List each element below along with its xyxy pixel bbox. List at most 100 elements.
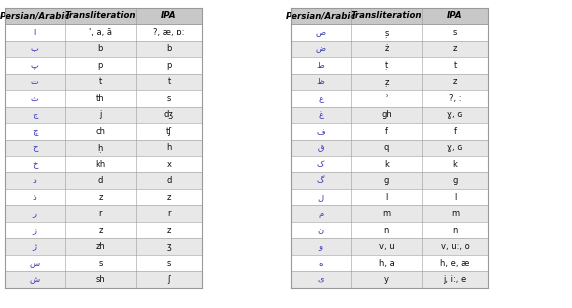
Text: t: t [99,77,102,86]
Text: z: z [167,226,171,235]
Text: ẓ: ẓ [384,77,388,86]
Bar [291,107,488,123]
Text: d: d [166,176,172,185]
Text: غ: غ [318,110,323,119]
Bar [291,156,488,172]
Bar [291,205,488,222]
Text: ت: ت [31,77,38,86]
Text: ɣ, ɢ: ɣ, ɢ [447,110,463,119]
Text: z: z [98,226,102,235]
Text: ض: ض [316,44,325,53]
Text: g: g [452,176,458,185]
Text: چ: چ [32,127,37,136]
Text: س: س [30,259,39,268]
Bar [291,90,488,107]
Text: گ: گ [317,176,324,185]
Bar [5,140,202,156]
Text: zh: zh [96,242,105,251]
Text: ʒ: ʒ [166,242,172,251]
Text: ch: ch [96,127,105,136]
Text: x: x [166,160,172,169]
Bar [291,189,488,205]
Bar [291,8,488,24]
Bar [5,107,202,123]
Bar [5,123,202,140]
Bar [5,255,202,271]
Text: ', a, ā: ', a, ā [89,28,112,37]
Bar [5,24,202,41]
Text: h: h [166,143,172,152]
Text: m: m [451,209,459,218]
Text: t: t [168,77,170,86]
Text: dʒ: dʒ [164,110,174,119]
Bar [5,57,202,74]
Text: s: s [167,259,171,268]
Text: IPA: IPA [161,11,177,20]
Bar [5,238,202,255]
Text: ?, æ, ɒ:: ?, æ, ɒ: [153,28,185,37]
Text: ک: ک [317,160,324,169]
Text: ع: ع [318,94,323,103]
Text: n: n [452,226,458,235]
Text: m: m [382,209,391,218]
Text: tʃ: tʃ [166,127,172,136]
Bar [5,90,202,107]
Text: ḥ: ḥ [98,143,103,152]
Text: م: م [318,209,323,218]
Text: n: n [384,226,389,235]
Text: ʾ: ʾ [385,94,388,103]
Text: ن: ن [317,226,324,235]
Text: ص: ص [316,28,325,37]
Bar [291,57,488,74]
Text: ژ: ژ [33,242,37,251]
Bar [5,8,202,24]
Bar [291,140,488,156]
Text: ṭ: ṭ [385,61,388,70]
Text: ل: ل [317,193,324,202]
Text: b: b [166,44,172,53]
Text: ی: ی [317,275,324,284]
Text: z: z [453,44,457,53]
Text: l: l [385,193,388,202]
Text: gh: gh [381,110,392,119]
Text: k: k [452,160,458,169]
Text: ا: ا [34,28,35,37]
Text: ʃ: ʃ [168,275,170,284]
Text: Persian/Arabic: Persian/Arabic [285,11,356,20]
Text: v, u:, o: v, u:, o [440,242,470,251]
Text: ز: ز [33,226,37,235]
Text: z: z [453,77,457,86]
Text: f: f [385,127,388,136]
Text: s: s [167,94,171,103]
Text: ر: ر [33,209,37,218]
Text: sh: sh [96,275,105,284]
Bar [5,74,202,90]
Text: ق: ق [317,143,324,152]
Text: خ: خ [32,160,37,169]
Text: s: s [98,259,102,268]
Bar [291,255,488,271]
Text: g: g [384,176,389,185]
Text: h, a: h, a [379,259,394,268]
Bar [291,24,488,41]
Bar [291,74,488,90]
Text: j: j [99,110,102,119]
Bar [5,156,202,172]
Text: s: s [453,28,457,37]
Text: د: د [33,176,37,185]
Bar [5,172,202,189]
Bar [291,172,488,189]
Text: th: th [96,94,105,103]
Text: v, u: v, u [379,242,394,251]
Text: ظ: ظ [317,77,324,86]
Text: ط: ط [317,61,324,70]
Text: IPA: IPA [447,11,463,20]
Text: z: z [98,193,102,202]
Text: p: p [98,61,103,70]
Text: ش: ش [30,275,39,284]
Text: Persian/Arabic: Persian/Arabic [0,11,70,20]
Text: ż: ż [384,44,388,53]
Text: f: f [454,127,456,136]
Text: l: l [454,193,456,202]
Text: Transliteration: Transliteration [65,11,136,20]
